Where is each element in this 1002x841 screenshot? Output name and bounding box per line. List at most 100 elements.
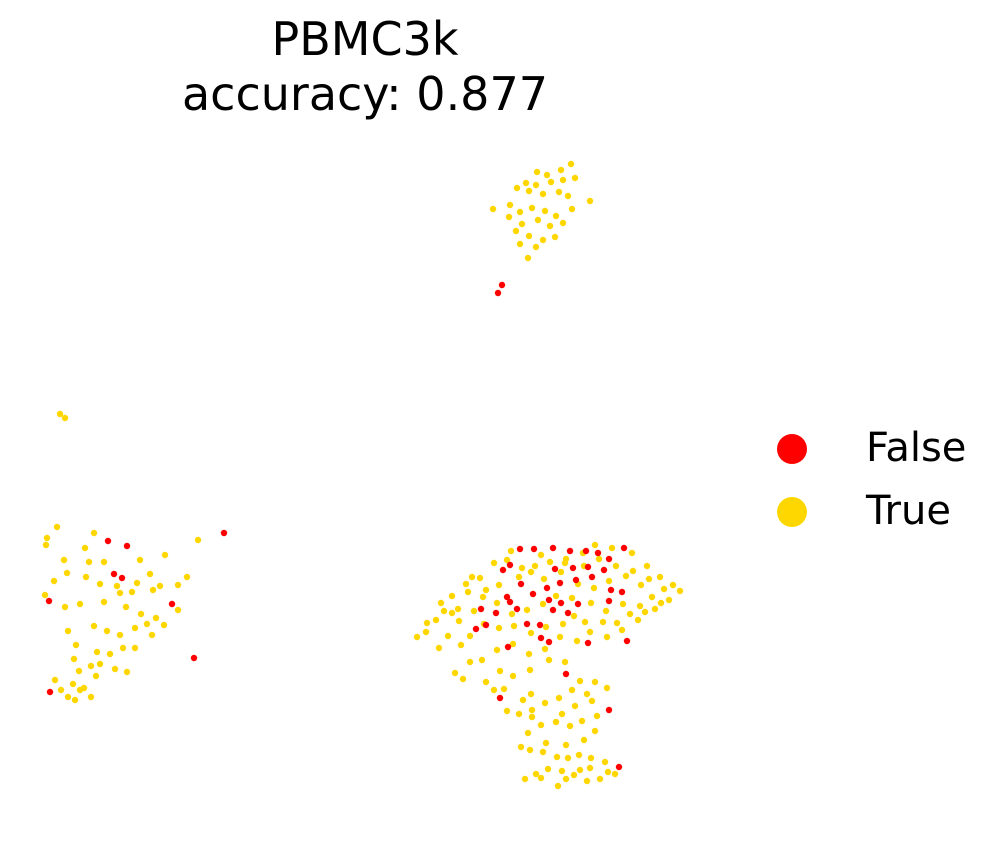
- data-point-true: [479, 593, 487, 601]
- data-point-true: [92, 672, 100, 680]
- data-point-true: [493, 646, 501, 654]
- data-point-true: [532, 181, 540, 189]
- data-point-true: [60, 556, 68, 564]
- data-point-true: [496, 667, 504, 675]
- data-point-false: [530, 545, 538, 553]
- data-point-false: [562, 670, 570, 678]
- data-point-false: [523, 620, 531, 628]
- data-point-true: [76, 600, 84, 608]
- data-point-true: [149, 586, 157, 594]
- data-point-true: [555, 694, 563, 702]
- data-point-true: [506, 201, 514, 209]
- data-point-true: [605, 577, 613, 585]
- data-point-false: [168, 600, 176, 608]
- data-point-true: [72, 641, 80, 649]
- data-point-true: [559, 620, 567, 628]
- data-point-true: [440, 607, 448, 615]
- data-point-true: [558, 710, 566, 718]
- data-point-true: [557, 568, 565, 576]
- data-point-true: [96, 660, 104, 668]
- data-point-true: [490, 559, 498, 567]
- data-point-true: [448, 609, 456, 617]
- data-point-true: [593, 712, 601, 720]
- data-point-true: [87, 693, 95, 701]
- data-point-true: [194, 536, 202, 544]
- data-point-true: [493, 599, 501, 607]
- data-point-true: [581, 618, 589, 626]
- data-point-true: [476, 574, 484, 582]
- data-point-true: [628, 549, 636, 557]
- data-point-false: [618, 588, 626, 596]
- data-point-true: [93, 648, 101, 656]
- data-point-true: [590, 584, 598, 592]
- data-point-true: [559, 219, 567, 227]
- data-point-false: [549, 606, 557, 614]
- data-point-false: [551, 565, 559, 573]
- data-point-true: [583, 690, 591, 698]
- data-point-true: [454, 605, 462, 613]
- data-point-false: [607, 586, 615, 594]
- data-point-true: [451, 669, 459, 677]
- data-point-true: [665, 596, 673, 604]
- data-point-true: [566, 722, 574, 730]
- data-point-true: [534, 216, 542, 224]
- data-point-true: [518, 220, 526, 228]
- data-point-true: [478, 656, 486, 664]
- data-point-true: [69, 680, 77, 688]
- data-point-true: [459, 675, 467, 683]
- data-point-true: [568, 205, 576, 213]
- data-point-true: [174, 581, 182, 589]
- data-point-true: [547, 178, 555, 186]
- data-point-true: [660, 585, 668, 593]
- data-point-false: [600, 566, 608, 574]
- data-point-true: [80, 684, 88, 692]
- data-point-true: [513, 184, 521, 192]
- data-point-true: [152, 614, 160, 622]
- data-point-true: [90, 529, 98, 537]
- data-point-true: [669, 581, 677, 589]
- series-true-points: [41, 160, 684, 790]
- data-point-true: [100, 558, 108, 566]
- data-point-false: [605, 597, 613, 605]
- data-point-true: [557, 166, 565, 174]
- data-point-true: [629, 567, 637, 575]
- data-point-true: [495, 624, 503, 632]
- data-point-true: [641, 608, 649, 616]
- data-point-true: [71, 696, 79, 704]
- data-point-true: [602, 607, 610, 615]
- data-point-true: [61, 414, 69, 422]
- data-point-true: [90, 622, 98, 630]
- data-point-true: [143, 620, 151, 628]
- data-point-true: [542, 623, 550, 631]
- data-point-true: [603, 633, 611, 641]
- data-point-true: [495, 581, 503, 589]
- legend-swatch-false: [777, 434, 807, 464]
- data-point-false: [605, 555, 613, 563]
- legend-swatch-true: [777, 497, 807, 527]
- data-point-true: [586, 197, 594, 205]
- data-point-true: [552, 718, 560, 726]
- data-point-true: [41, 591, 49, 599]
- data-point-true: [423, 619, 431, 627]
- data-point-true: [116, 631, 124, 639]
- data-point-true: [595, 555, 603, 563]
- data-point-false: [517, 580, 525, 588]
- data-point-true: [570, 771, 578, 779]
- data-point-true: [119, 644, 127, 652]
- data-point-true: [448, 592, 456, 600]
- data-point-false: [492, 609, 500, 617]
- data-point-true: [503, 707, 511, 715]
- data-point-false: [506, 598, 514, 606]
- data-point-false: [623, 637, 631, 645]
- data-point-false: [584, 563, 592, 571]
- data-point-true: [500, 685, 508, 693]
- legend-label-false: False: [866, 425, 967, 471]
- data-point-false: [516, 545, 524, 553]
- data-point-true: [100, 598, 108, 606]
- data-point-true: [122, 603, 130, 611]
- data-point-true: [106, 650, 114, 658]
- data-point-true: [489, 205, 497, 213]
- data-point-false: [529, 590, 537, 598]
- data-point-true: [50, 577, 58, 585]
- data-point-true: [510, 622, 518, 630]
